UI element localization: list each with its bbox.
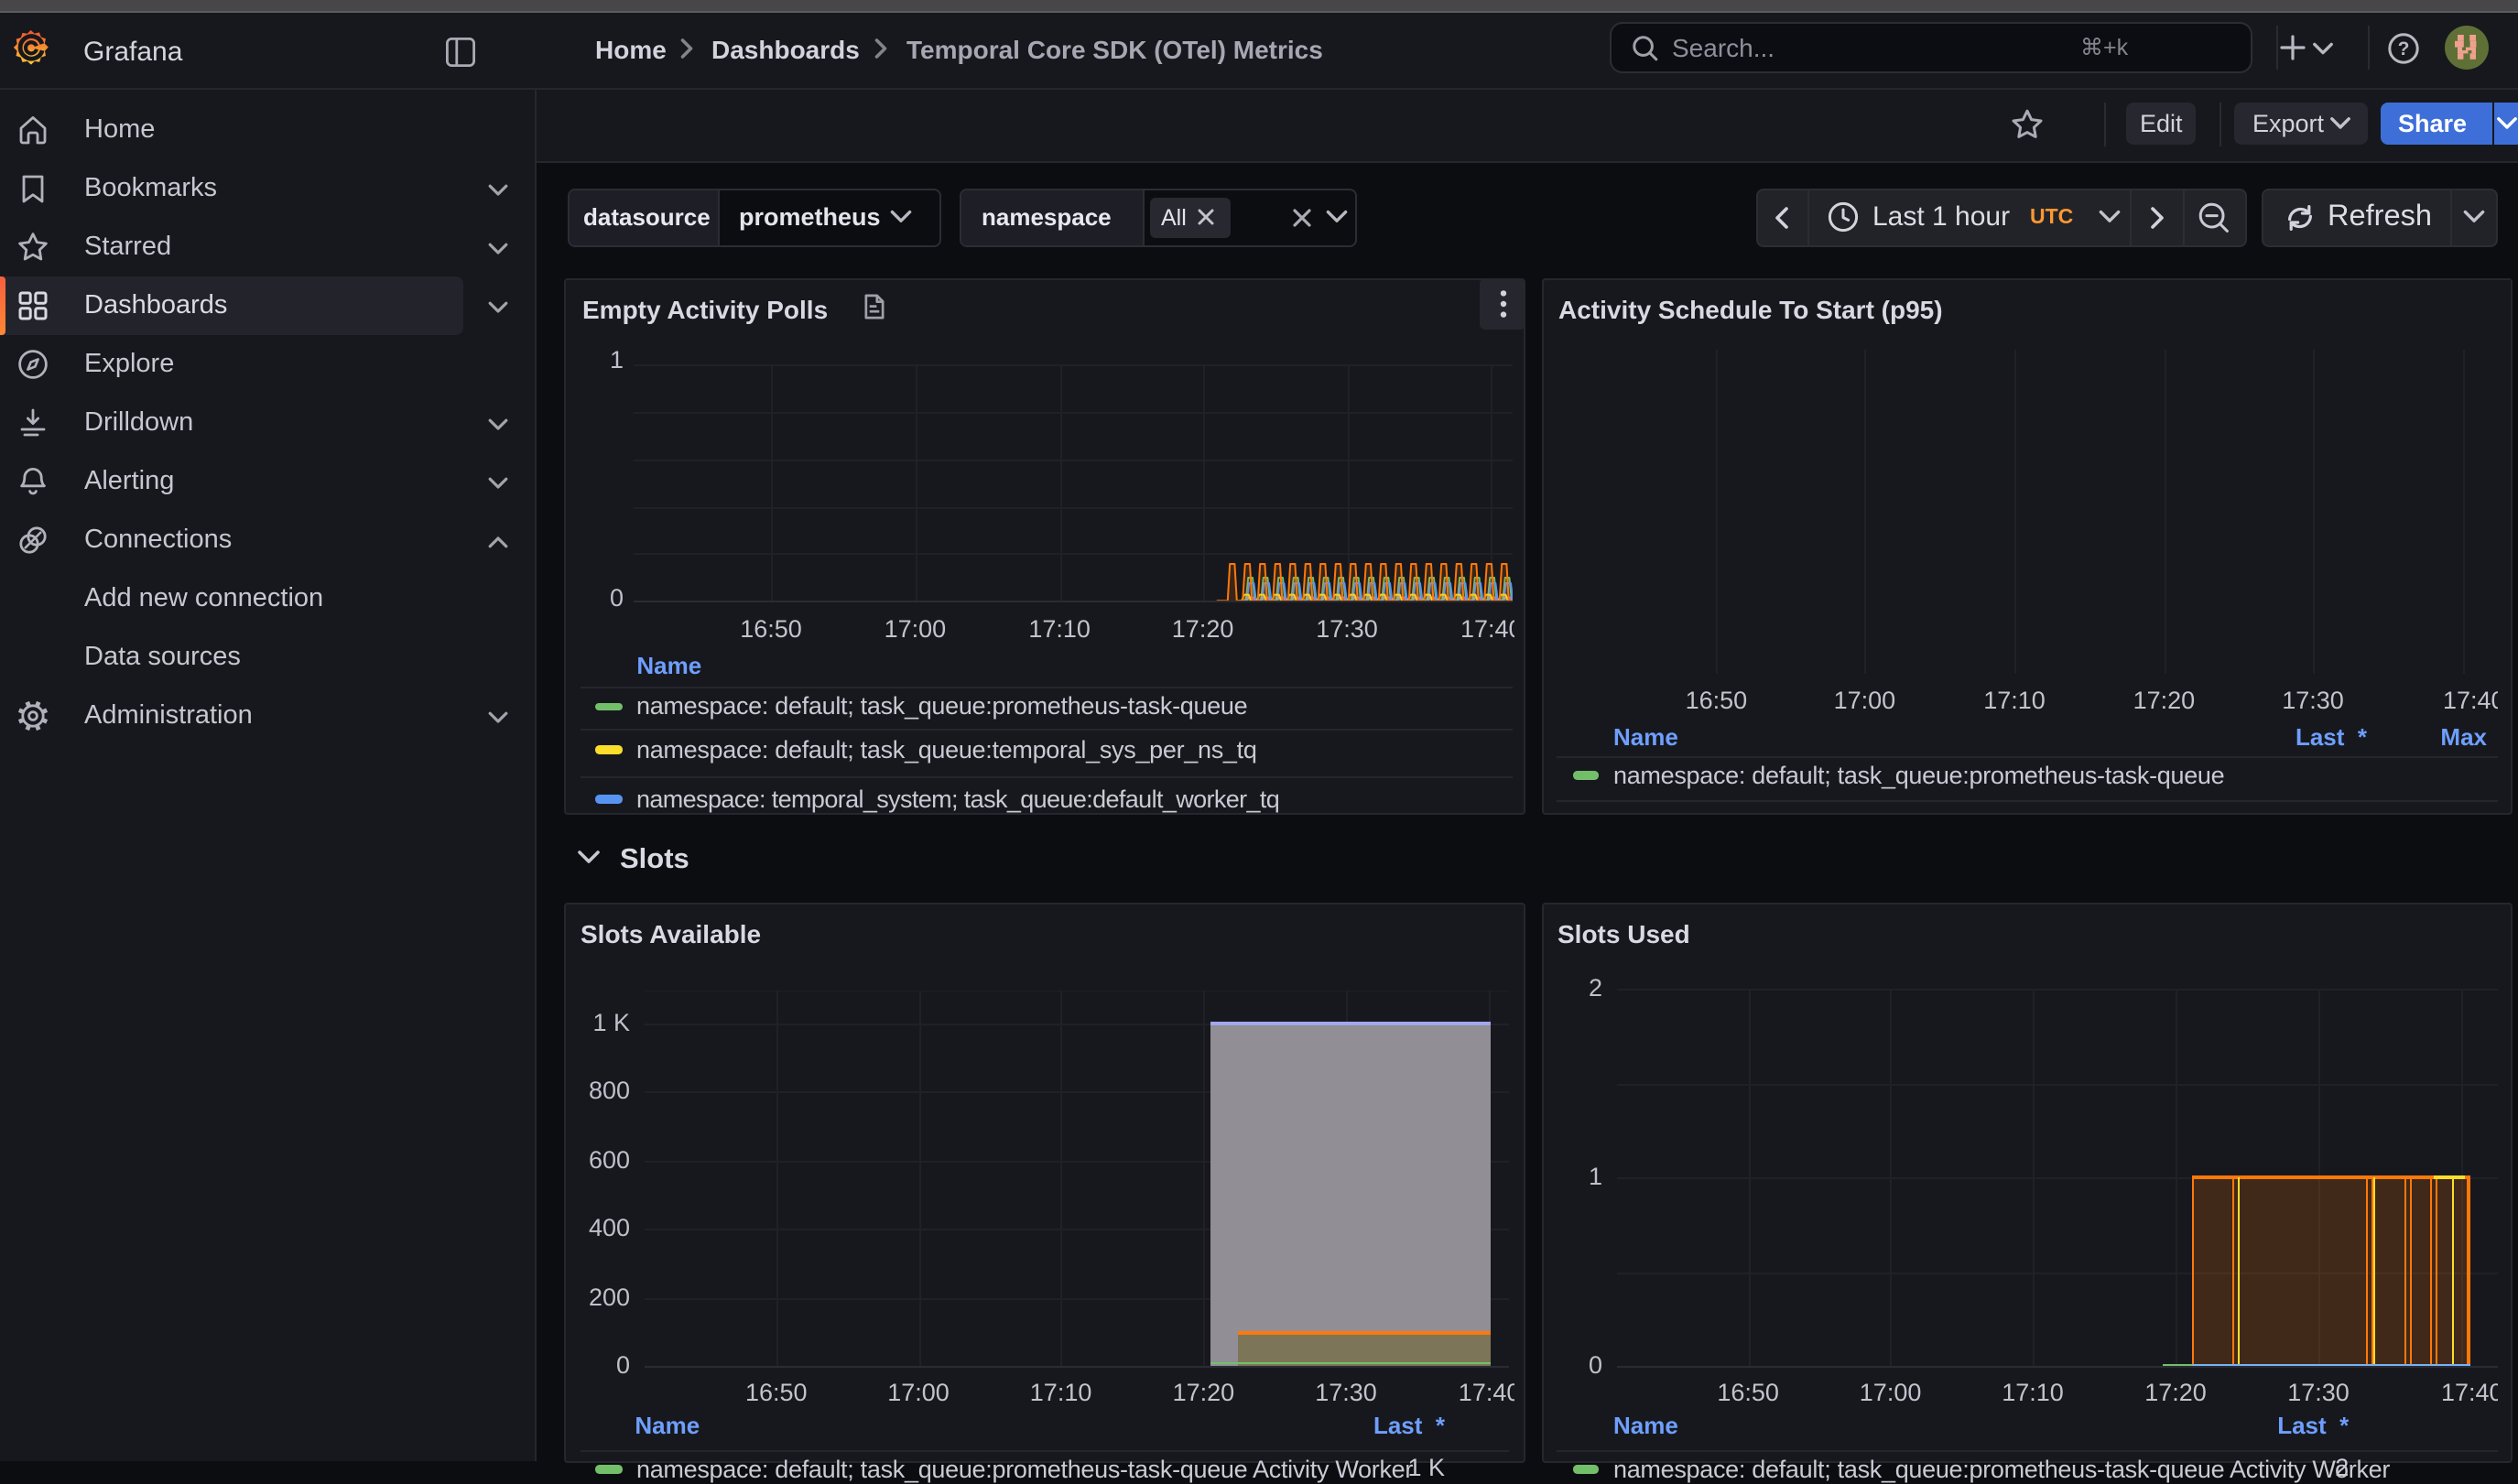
svg-text:?: ? bbox=[2397, 38, 2409, 59]
